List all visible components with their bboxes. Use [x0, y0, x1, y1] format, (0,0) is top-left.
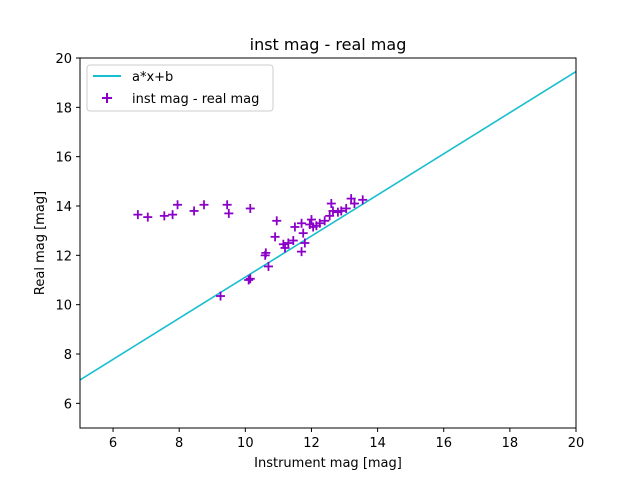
scatter-point: [346, 194, 356, 204]
scatter-point: [261, 248, 271, 258]
y-tick-label: 20: [55, 52, 72, 67]
scatter-point: [272, 216, 282, 226]
scatter-point: [280, 243, 290, 253]
scatter-point: [270, 232, 280, 242]
scatter-point: [320, 216, 330, 226]
scatter-point: [173, 200, 183, 210]
scatter-point: [341, 203, 351, 213]
y-tick-label: 6: [64, 397, 72, 412]
scatter-point: [263, 261, 273, 271]
y-tick-label: 16: [55, 151, 72, 166]
x-tick-label: 10: [237, 436, 254, 451]
scatter-point: [298, 228, 308, 238]
scatter-point: [283, 238, 293, 248]
scatter-point: [189, 206, 199, 216]
x-tick-label: 18: [502, 436, 519, 451]
scatter-point: [216, 291, 226, 301]
x-tick-label: 6: [109, 436, 117, 451]
y-tick-label: 8: [64, 348, 72, 363]
x-tick-label: 16: [435, 436, 452, 451]
scatter-point: [328, 206, 338, 216]
x-tick-label: 14: [369, 436, 386, 451]
x-axis-label: Instrument mag [mag]: [254, 456, 402, 471]
plot-area: [80, 58, 576, 428]
y-axis-label: Real mag [mag]: [33, 191, 48, 295]
scatter-point: [358, 195, 368, 205]
axis-ticks: 6 8 10 12 14 16 18 20 6 8 10 12 14 16 18 20: [55, 52, 584, 451]
legend-box: [86, 64, 274, 112]
scatter-point: [143, 212, 153, 222]
legend: a*x+b inst mag - real mag: [86, 64, 274, 112]
scatter-point: [244, 275, 254, 285]
scatter-point: [306, 215, 316, 225]
scatter-point: [290, 222, 300, 232]
x-tick-label: 8: [175, 436, 183, 451]
y-tick-label: 14: [55, 200, 72, 215]
scatter-point: [325, 211, 335, 221]
scatter-point: [326, 199, 336, 209]
scatter-point: [245, 203, 255, 213]
y-tick-label: 10: [55, 299, 72, 314]
scatter-point: [288, 236, 298, 246]
chart-title: inst mag - real mag: [250, 35, 407, 54]
scatter-point: [199, 200, 209, 210]
legend-label-scatter: inst mag - real mag: [132, 92, 259, 107]
scatter-point: [297, 218, 307, 228]
scatter-point: [159, 211, 169, 221]
legend-marker-swatch: [102, 93, 112, 103]
scatter-point: [168, 210, 178, 220]
y-tick-label: 12: [55, 249, 72, 264]
x-tick-label: 12: [303, 436, 320, 451]
scatter-point: [336, 206, 346, 216]
x-tick-label: 20: [568, 436, 585, 451]
scatter-point: [300, 238, 310, 248]
scatter-point: [133, 210, 143, 220]
scatter-point: [315, 218, 325, 228]
plot-frame: [79, 57, 577, 429]
scatter-point: [224, 208, 234, 218]
fit-line: [80, 70, 576, 381]
chart-marks: [80, 70, 576, 381]
scatter-point: [297, 247, 307, 257]
y-tick-label: 18: [55, 101, 72, 116]
scatter-point: [222, 200, 232, 210]
scatter-point: [349, 199, 359, 209]
legend-label-fit-line: a*x+b: [132, 70, 173, 85]
scatter-point: [245, 274, 255, 284]
